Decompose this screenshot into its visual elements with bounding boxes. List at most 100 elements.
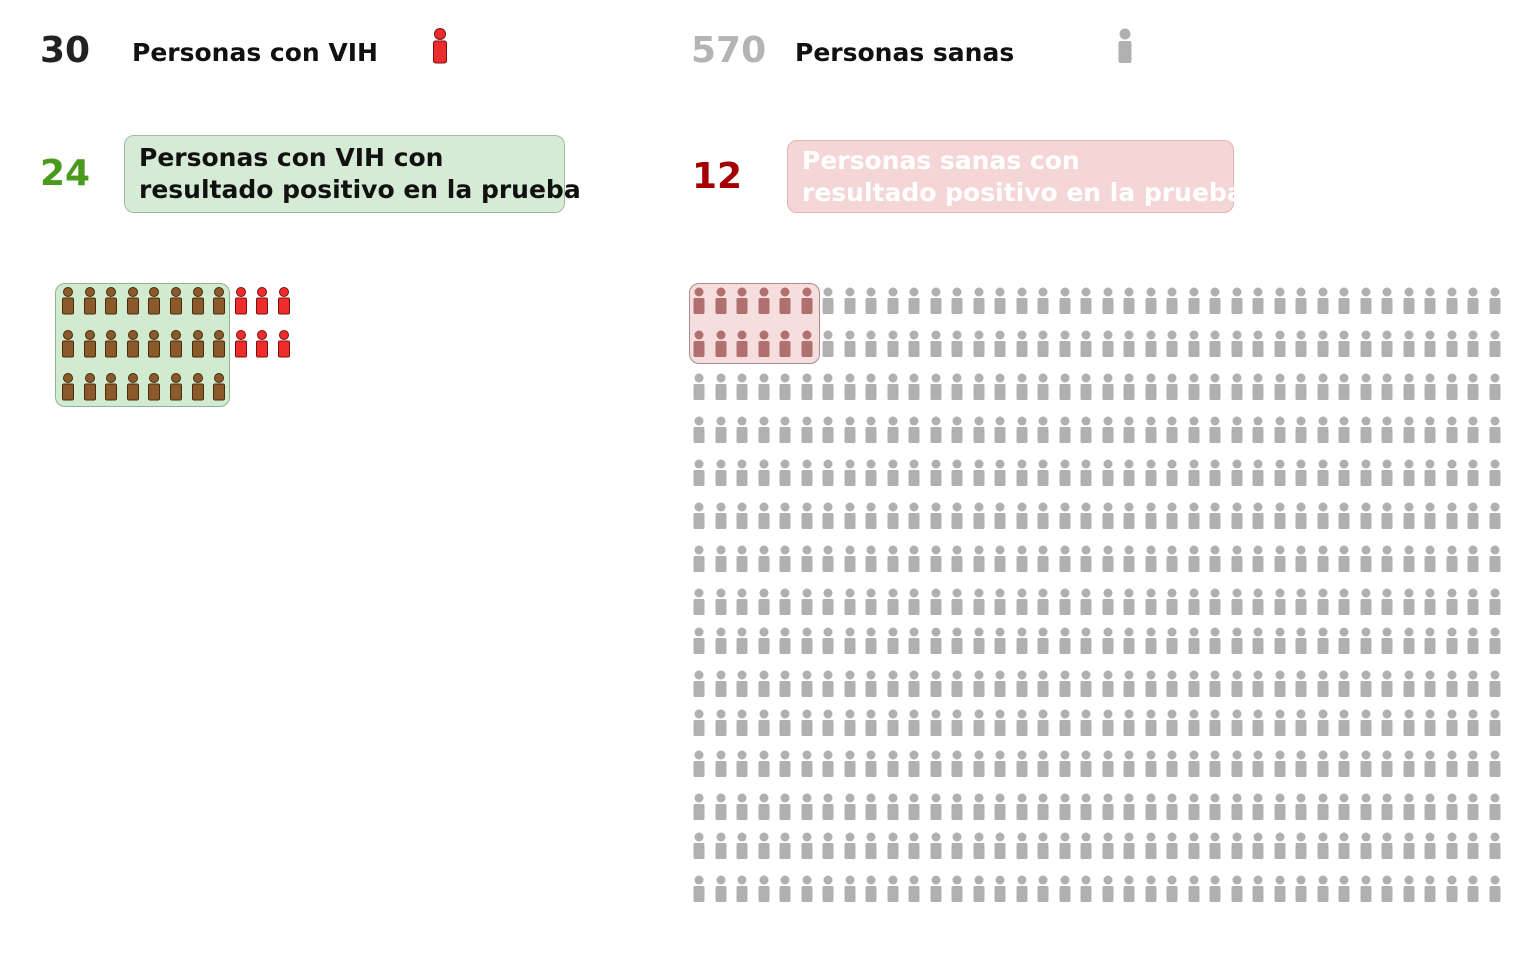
person-icon-healthy <box>1209 287 1221 314</box>
person-icon-healthy <box>1145 627 1156 654</box>
person-icon-healthy <box>1424 502 1436 529</box>
person-icon-healthy <box>758 875 769 902</box>
person-icon-healthy <box>1295 502 1307 529</box>
person-icon-healthy <box>973 709 984 736</box>
person-icon-healthy <box>865 670 877 697</box>
person-icon-healthy <box>1102 416 1113 443</box>
person-icon-healthy <box>1424 670 1436 697</box>
person-icon-healthy <box>1381 287 1393 314</box>
person-icon-healthy <box>1166 627 1178 654</box>
person-icon-healthy <box>1295 875 1307 902</box>
person-icon-healthy <box>1489 416 1500 443</box>
person-icon-true-positive <box>191 330 204 358</box>
person-icon-healthy <box>887 287 898 314</box>
person-icon-healthy <box>1381 416 1393 443</box>
person-icon-healthy <box>1209 709 1221 736</box>
person-icon-healthy <box>1446 832 1457 859</box>
person-icon-healthy <box>994 709 1006 736</box>
person-icon-healthy <box>736 793 748 820</box>
person-icon-healthy <box>1317 627 1328 654</box>
person-icon-healthy <box>994 832 1006 859</box>
person-icon-healthy <box>1080 373 1092 400</box>
person-icon-healthy <box>930 875 941 902</box>
person-icon-healthy <box>1080 832 1092 859</box>
person-icon-healthy <box>715 416 726 443</box>
person-icon-healthy <box>994 502 1006 529</box>
person-icon-healthy <box>951 750 963 777</box>
person-icon-healthy <box>1102 545 1113 572</box>
person-icon-healthy <box>887 832 898 859</box>
person-icon-healthy <box>1489 750 1500 777</box>
person-icon-healthy <box>801 588 812 615</box>
person-icon-healthy <box>822 832 834 859</box>
person-icon-healthy <box>1252 627 1264 654</box>
person-icon-healthy <box>908 287 920 314</box>
person-icon-healthy <box>1037 750 1049 777</box>
person-icon-healthy <box>1295 416 1307 443</box>
person-icon-healthy <box>1080 330 1092 357</box>
person-icon-healthy <box>1295 459 1307 486</box>
person-icon-healthy <box>758 793 769 820</box>
person-icon-healthy <box>1381 330 1393 357</box>
person-icon-healthy <box>1295 287 1307 314</box>
person-icon-healthy <box>1188 459 1199 486</box>
person-icon-healthy <box>1059 875 1070 902</box>
person-icon-healthy <box>693 459 705 486</box>
person-icon-false-positive <box>779 330 791 357</box>
person-icon-healthy <box>1360 588 1371 615</box>
person-icon-healthy <box>1252 416 1264 443</box>
person-icon-healthy <box>1424 793 1436 820</box>
person-icon-healthy <box>758 832 769 859</box>
person-icon-true-positive <box>105 373 118 401</box>
person-icon-healthy <box>1166 793 1178 820</box>
person-icon-healthy <box>1209 588 1221 615</box>
person-icon-healthy <box>715 793 726 820</box>
person-icon-false-positive <box>736 330 748 357</box>
person-icon-healthy <box>1188 373 1199 400</box>
person-icon-healthy <box>1188 875 1199 902</box>
person-icon-healthy <box>1123 875 1135 902</box>
person-icon-healthy <box>736 709 748 736</box>
false-positive-count: 12 <box>692 156 743 197</box>
person-icon-healthy <box>865 416 877 443</box>
person-icon-healthy <box>1403 330 1414 357</box>
person-icon-false-positive <box>715 330 726 357</box>
person-icon-false-positive <box>801 330 812 357</box>
person-icon-healthy <box>1123 373 1135 400</box>
person-icon-healthy <box>1209 459 1221 486</box>
person-icon-healthy <box>736 750 748 777</box>
person-icon-healthy <box>1252 709 1264 736</box>
person-icon-true-positive <box>126 330 139 358</box>
person-icon-healthy <box>887 502 898 529</box>
person-icon-healthy <box>908 709 920 736</box>
person-icon-healthy <box>865 709 877 736</box>
person-icon-healthy <box>1102 459 1113 486</box>
person-icon-healthy <box>1467 832 1479 859</box>
person-icon-healthy <box>1467 588 1479 615</box>
person-icon-healthy <box>1338 793 1350 820</box>
person-icon-healthy <box>1424 750 1436 777</box>
person-icon-healthy <box>1252 330 1264 357</box>
person-icon-sick <box>234 330 247 358</box>
person-icon-healthy <box>1467 670 1479 697</box>
person-icon-healthy <box>1188 416 1199 443</box>
person-icon-healthy <box>1166 832 1178 859</box>
person-icon-healthy <box>1123 459 1135 486</box>
person-icon-healthy <box>865 373 877 400</box>
person-icon-healthy <box>887 330 898 357</box>
person-icon-healthy <box>951 416 963 443</box>
person-icon-healthy <box>1489 373 1500 400</box>
person-icon-healthy <box>736 670 748 697</box>
person-icon-healthy <box>887 545 898 572</box>
person-icon-healthy <box>1037 545 1049 572</box>
person-icon-healthy <box>1403 459 1414 486</box>
person-icon-healthy <box>1424 330 1436 357</box>
person-icon-healthy <box>844 793 855 820</box>
person-icon-healthy <box>930 287 941 314</box>
person-icon-healthy <box>1360 709 1371 736</box>
person-icon-healthy <box>844 832 855 859</box>
person-icon-healthy <box>1102 832 1113 859</box>
person-icon-healthy <box>1467 373 1479 400</box>
person-icon-healthy <box>844 373 855 400</box>
person-icon-healthy <box>1446 627 1457 654</box>
